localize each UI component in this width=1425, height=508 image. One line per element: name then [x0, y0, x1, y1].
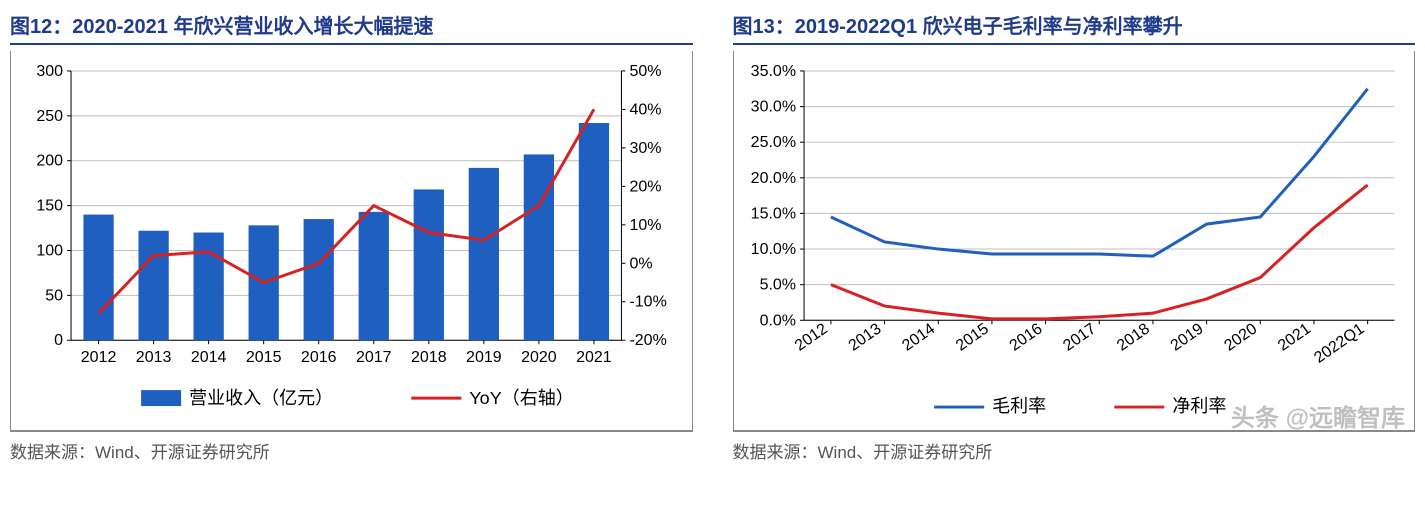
svg-text:2015: 2015	[246, 349, 282, 366]
svg-text:5.0%: 5.0%	[759, 277, 795, 294]
svg-text:2013: 2013	[136, 349, 172, 366]
svg-text:2020: 2020	[521, 349, 557, 366]
svg-text:2015: 2015	[952, 320, 991, 354]
svg-text:毛利率: 毛利率	[992, 396, 1046, 416]
svg-text:2016: 2016	[301, 349, 337, 366]
left-title: 图12：2020-2021 年欣兴营业收入增长大幅提速	[10, 10, 693, 45]
svg-text:2020: 2020	[1221, 320, 1260, 354]
svg-text:2017: 2017	[356, 349, 392, 366]
right-source: 数据来源：Wind、开源证券研究所	[733, 431, 1416, 463]
left-chart-box: 0 50 100 150 200 250 300 -20% -10% 0% 10% 20% 30% 40%…	[10, 51, 693, 431]
svg-text:30%: 30%	[629, 140, 661, 157]
svg-text:20.0%: 20.0%	[750, 170, 795, 187]
svg-text:25.0%: 25.0%	[750, 134, 795, 151]
panels: 图12：2020-2021 年欣兴营业收入增长大幅提速 0 50 100 150 200…	[10, 10, 1415, 463]
svg-text:100: 100	[36, 242, 63, 259]
svg-text:2019: 2019	[1167, 320, 1206, 354]
svg-text:-20%: -20%	[629, 332, 666, 349]
right-chart-svg: 0.0% 5.0% 10.0% 15.0% 20.0% 25.0% 30.0% 35.0% 20…	[734, 51, 1415, 430]
svg-text:2013: 2013	[845, 320, 884, 354]
left-source: 数据来源：Wind、开源证券研究所	[10, 431, 693, 463]
svg-text:0%: 0%	[629, 255, 652, 272]
svg-text:2018: 2018	[411, 349, 447, 366]
svg-text:150: 150	[36, 198, 63, 215]
right-panel: 图13：2019-2022Q1 欣兴电子毛利率与净利率攀升 0.0% 5.0% 10…	[733, 10, 1416, 463]
svg-text:10%: 10%	[629, 217, 661, 234]
svg-text:2012: 2012	[791, 320, 830, 354]
svg-text:营业收入（亿元）: 营业收入（亿元）	[189, 388, 333, 408]
svg-text:300: 300	[36, 63, 63, 80]
svg-text:2014: 2014	[899, 320, 938, 354]
svg-text:200: 200	[36, 153, 63, 170]
svg-text:-10%: -10%	[629, 294, 666, 311]
svg-text:0: 0	[54, 332, 63, 349]
svg-text:30.0%: 30.0%	[750, 99, 795, 116]
svg-text:净利率: 净利率	[1172, 396, 1226, 416]
left-chart-svg: 0 50 100 150 200 250 300 -20% -10% 0% 10% 20% 30% 40%…	[11, 51, 692, 430]
svg-text:2016: 2016	[1006, 320, 1045, 354]
svg-text:YoY（右轴）: YoY（右轴）	[469, 388, 573, 408]
right-title: 图13：2019-2022Q1 欣兴电子毛利率与净利率攀升	[733, 10, 1416, 45]
svg-text:50%: 50%	[629, 63, 661, 80]
svg-text:2021: 2021	[1275, 320, 1314, 354]
svg-text:40%: 40%	[629, 101, 661, 118]
svg-text:0.0%: 0.0%	[759, 312, 795, 329]
svg-text:35.0%: 35.0%	[750, 63, 795, 80]
right-chart-box: 0.0% 5.0% 10.0% 15.0% 20.0% 25.0% 30.0% 35.0% 20…	[733, 51, 1416, 431]
svg-text:50: 50	[45, 287, 63, 304]
svg-text:250: 250	[36, 108, 63, 125]
svg-text:15.0%: 15.0%	[750, 205, 795, 222]
svg-text:2018: 2018	[1114, 320, 1153, 354]
svg-text:2022Q1: 2022Q1	[1311, 320, 1367, 367]
svg-text:20%: 20%	[629, 178, 661, 195]
svg-text:2017: 2017	[1060, 320, 1099, 354]
svg-text:2021: 2021	[576, 349, 612, 366]
left-panel: 图12：2020-2021 年欣兴营业收入增长大幅提速 0 50 100 150 200…	[10, 10, 693, 463]
svg-text:10.0%: 10.0%	[750, 241, 795, 258]
svg-text:2012: 2012	[81, 349, 117, 366]
svg-text:2014: 2014	[191, 349, 227, 366]
svg-text:2019: 2019	[466, 349, 502, 366]
